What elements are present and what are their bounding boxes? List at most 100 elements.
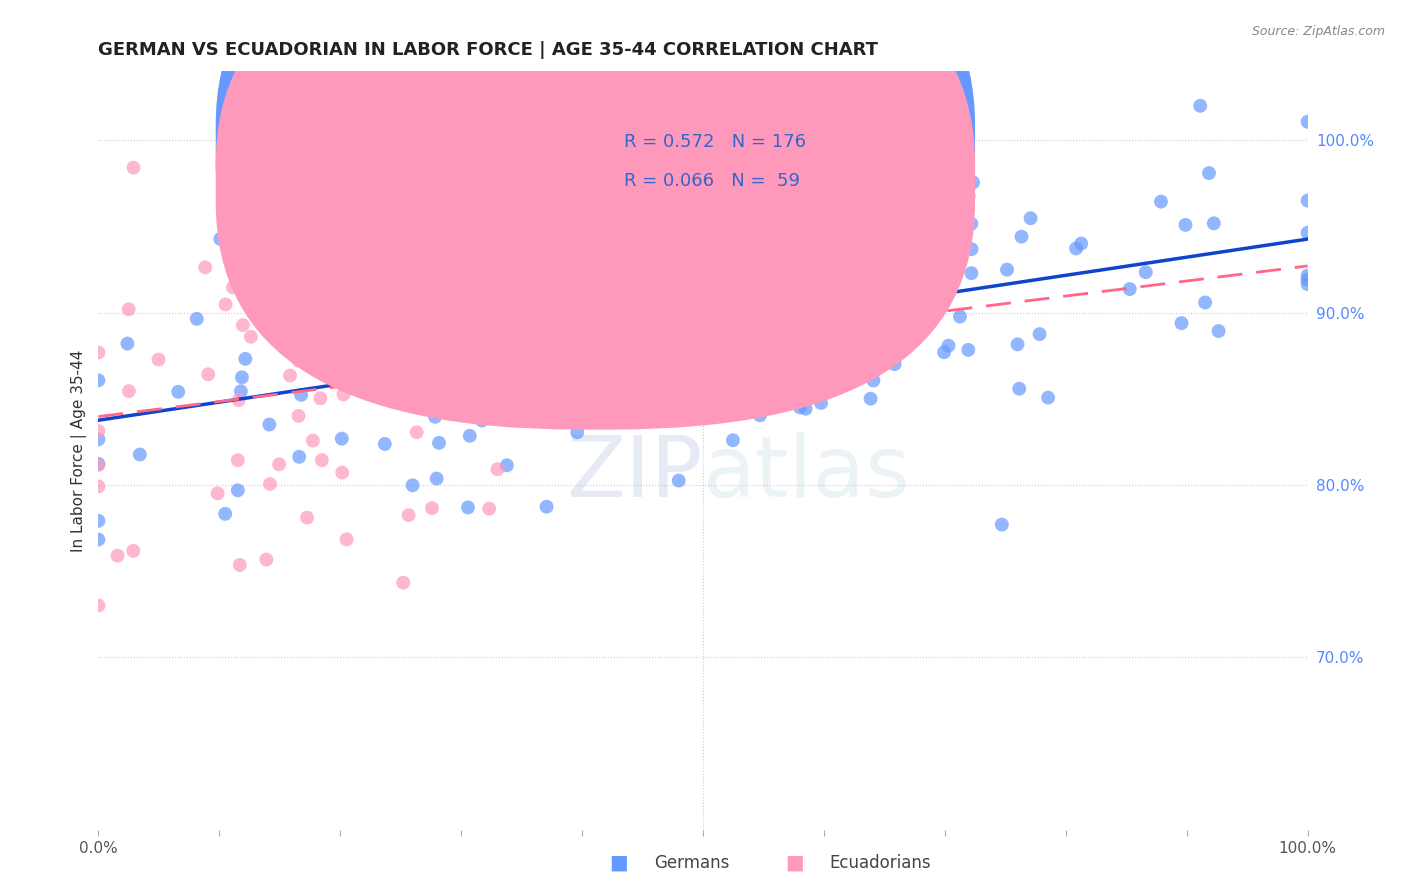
Point bbox=[214, 297, 236, 311]
Point bbox=[392, 575, 415, 590]
Point bbox=[194, 260, 217, 275]
Point bbox=[288, 354, 311, 368]
Point bbox=[932, 345, 955, 359]
Point bbox=[361, 362, 384, 376]
Point bbox=[87, 457, 110, 471]
Point bbox=[486, 462, 509, 476]
Point bbox=[752, 326, 775, 341]
Point bbox=[214, 507, 236, 521]
Point bbox=[446, 348, 468, 362]
Point bbox=[311, 453, 333, 467]
Point bbox=[368, 322, 391, 336]
Point bbox=[288, 450, 311, 464]
Point bbox=[782, 289, 804, 303]
Point bbox=[1011, 229, 1033, 244]
Point bbox=[471, 413, 494, 427]
Point bbox=[803, 325, 825, 339]
Point bbox=[585, 334, 607, 348]
Point bbox=[481, 384, 503, 398]
Point bbox=[226, 453, 249, 467]
Point bbox=[239, 330, 262, 344]
Point bbox=[1202, 216, 1225, 230]
Point bbox=[1198, 166, 1220, 180]
Point bbox=[226, 483, 249, 498]
Point bbox=[1189, 99, 1212, 113]
Point bbox=[859, 392, 882, 406]
Point bbox=[472, 342, 495, 356]
Point bbox=[768, 268, 790, 283]
Point bbox=[591, 390, 613, 404]
Point bbox=[756, 260, 779, 275]
Point bbox=[222, 280, 245, 294]
Point bbox=[1007, 337, 1029, 351]
Point bbox=[1194, 295, 1216, 310]
Point bbox=[616, 304, 638, 318]
Point bbox=[87, 424, 110, 438]
Point bbox=[344, 341, 367, 355]
Point bbox=[616, 401, 638, 416]
Point bbox=[554, 392, 576, 406]
Point bbox=[800, 152, 823, 166]
Point bbox=[681, 371, 703, 385]
Point bbox=[128, 448, 150, 462]
Point bbox=[316, 306, 339, 320]
Point bbox=[508, 310, 530, 325]
Point bbox=[797, 305, 820, 319]
Point bbox=[799, 384, 821, 399]
Point bbox=[209, 232, 232, 246]
Point bbox=[429, 226, 451, 240]
Point bbox=[302, 316, 325, 330]
Point bbox=[122, 544, 145, 558]
Text: GERMAN VS ECUADORIAN IN LABOR FORCE | AGE 35-44 CORRELATION CHART: GERMAN VS ECUADORIAN IN LABOR FORCE | AG… bbox=[98, 41, 879, 59]
Text: ▪: ▪ bbox=[785, 849, 804, 878]
Point bbox=[1135, 265, 1157, 279]
Point bbox=[1070, 236, 1092, 251]
Point bbox=[269, 458, 291, 472]
Point bbox=[631, 322, 654, 336]
Point bbox=[991, 517, 1014, 532]
Point bbox=[229, 384, 252, 399]
Point bbox=[647, 227, 669, 241]
Point bbox=[426, 471, 449, 485]
Point bbox=[1208, 324, 1230, 338]
Point bbox=[789, 226, 811, 240]
Point bbox=[495, 319, 517, 334]
Point bbox=[311, 324, 333, 338]
Point bbox=[1296, 268, 1319, 283]
Point bbox=[1119, 282, 1142, 296]
Point bbox=[776, 306, 799, 320]
Point bbox=[596, 410, 619, 425]
Point bbox=[118, 384, 141, 398]
Point bbox=[207, 486, 229, 500]
Point bbox=[666, 383, 689, 397]
Text: Source: ZipAtlas.com: Source: ZipAtlas.com bbox=[1251, 25, 1385, 38]
Point bbox=[226, 252, 249, 267]
Point bbox=[579, 339, 602, 353]
Point bbox=[290, 388, 312, 402]
Point bbox=[586, 283, 609, 297]
Point bbox=[339, 361, 361, 376]
Point bbox=[748, 334, 770, 349]
Point bbox=[827, 287, 849, 301]
Point bbox=[87, 514, 110, 528]
Point bbox=[776, 156, 799, 170]
Point bbox=[681, 198, 703, 212]
Point bbox=[721, 434, 744, 448]
Point bbox=[869, 246, 891, 260]
Point bbox=[496, 291, 519, 305]
Point bbox=[436, 306, 458, 320]
Point bbox=[117, 336, 139, 351]
Point bbox=[540, 355, 562, 369]
Point bbox=[117, 302, 139, 317]
Point bbox=[229, 558, 252, 572]
Point bbox=[1296, 194, 1319, 208]
Point bbox=[749, 409, 772, 423]
Point bbox=[519, 372, 541, 386]
Point bbox=[332, 387, 354, 401]
Point bbox=[228, 393, 250, 408]
Point bbox=[427, 435, 450, 450]
Point bbox=[295, 510, 318, 524]
Point bbox=[420, 501, 443, 516]
Point bbox=[87, 533, 110, 547]
Point bbox=[430, 395, 453, 409]
